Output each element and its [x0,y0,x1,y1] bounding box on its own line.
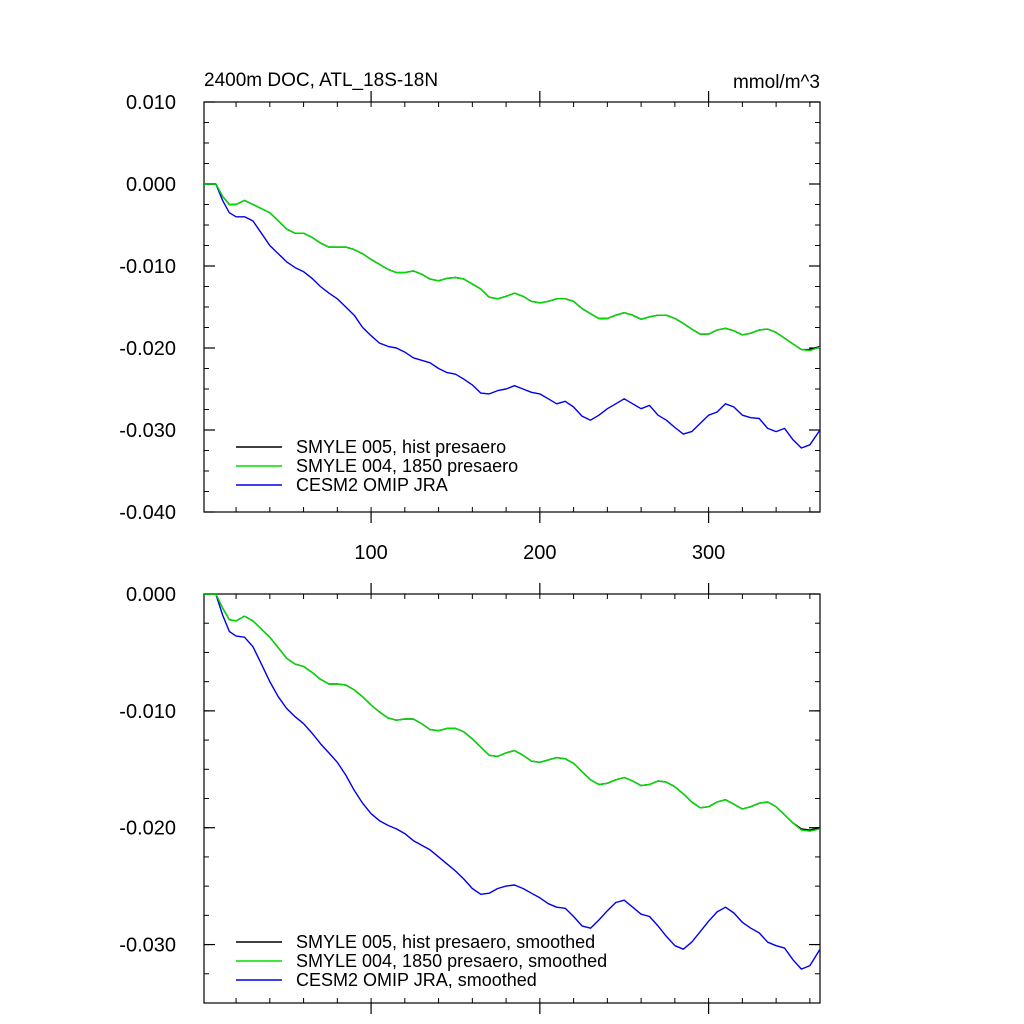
legend-label: CESM2 OMIP JRA, smoothed [296,970,537,990]
y-tick-label: 0.000 [126,174,176,196]
y-tick-label: -0.010 [119,256,176,278]
y-tick-label: -0.020 [119,818,176,840]
series-line-smyle-005-hist-presaero-smoothed [204,593,821,831]
series-line-smyle-004-1850-presaero [204,183,821,352]
series-line-smyle-005-hist-presaero [204,183,821,351]
y-tick-label: -0.040 [119,502,176,524]
y-tick-label: -0.020 [119,338,176,360]
x-tick-label: 300 [692,542,725,564]
y-tick-label: 0.010 [126,92,176,114]
y-tick-label: -0.030 [119,935,176,957]
legend-label: SMYLE 005, hist presaero, smoothed [296,932,595,952]
y-tick-label: -0.010 [119,701,176,723]
x-tick-label: 200 [523,542,556,564]
bottom-chart-panel: 0.000 -0.010 -0.020 -0.030 SMYLE 005, hist p… [119,583,821,1014]
series-line-smyle-004-1850-presaero-smoothed [204,593,821,832]
top-chart-units: mmol/m^3 [733,72,820,93]
legend-label: SMYLE 005, hist presaero [296,437,506,457]
legend-label: SMYLE 004, 1850 presaero, smoothed [296,951,607,971]
y-tick-label: -0.030 [119,420,176,442]
x-tick-label: 100 [354,542,387,564]
y-tick-label: 0.000 [126,584,176,606]
top-chart-panel: 2400m DOC, ATL_18S-18N mmol/m^3 0.010 0.0… [119,70,821,564]
series-line-cesm2-omip-jra [204,183,821,449]
legend-label: CESM2 OMIP JRA [296,475,448,495]
series-line-cesm2-omip-jra-smoothed [204,593,821,970]
top-chart-title: 2400m DOC, ATL_18S-18N [204,70,438,91]
legend-label: SMYLE 004, 1850 presaero [296,456,518,476]
